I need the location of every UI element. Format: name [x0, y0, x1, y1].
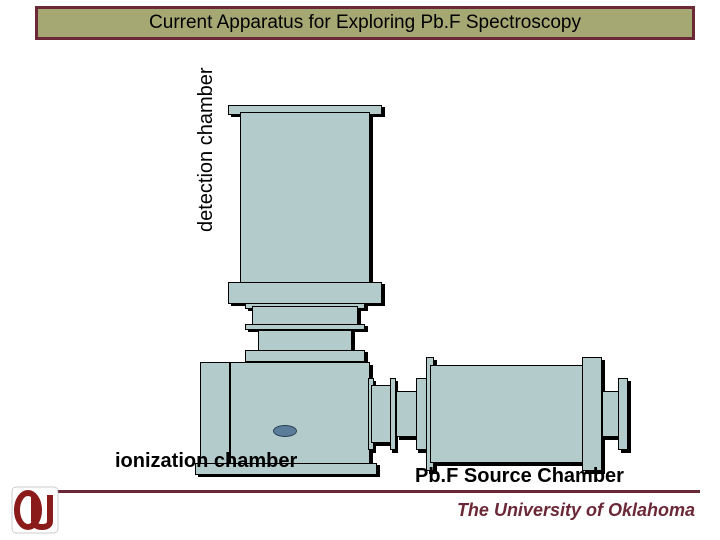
tube-bot-flange	[228, 282, 382, 304]
apparatus-diagram	[0, 55, 720, 460]
end-flange	[618, 378, 628, 450]
title-text: Current Apparatus for Exploring Pb.F Spe…	[149, 12, 581, 34]
tube-main	[240, 112, 370, 284]
title-bar: Current Apparatus for Exploring Pb.F Spe…	[35, 6, 695, 40]
h-conn-2	[396, 391, 418, 437]
ou-logo	[10, 485, 60, 535]
source-main	[430, 365, 586, 463]
detection-chamber-label: detection chamber	[195, 67, 218, 232]
connector-flange	[245, 350, 365, 362]
footer-text: The University of Oklahoma	[457, 500, 695, 521]
ionization-chamber-label: ionization chamber	[115, 450, 297, 473]
source-chamber-label: Pb.F Source Chamber	[415, 465, 624, 488]
source-flange-r	[582, 357, 602, 471]
footer-divider	[35, 490, 700, 493]
port-oval	[273, 425, 297, 437]
connector-2	[258, 330, 352, 352]
